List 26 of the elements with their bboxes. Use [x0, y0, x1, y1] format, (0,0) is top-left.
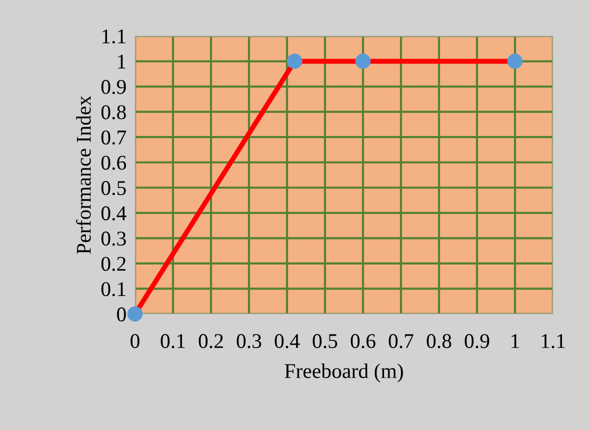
y-tick-label: 0 [117, 307, 126, 322]
x-tick-label: 0.9 [464, 334, 490, 348]
y-tick-label: 0.8 [101, 105, 126, 120]
x-tick-label: 0.2 [198, 334, 223, 348]
x-axis-title: Freeboard (m) [284, 363, 403, 382]
x-tick-label: 0.3 [236, 334, 262, 348]
x-tick-label: 1.1 [542, 334, 565, 348]
x-tick-label: 0.1 [160, 334, 185, 348]
x-tick-label: 0.7 [388, 334, 414, 348]
x-tick-label: 0 [130, 334, 140, 348]
x-tick-label: 0.5 [312, 334, 338, 348]
x-tick-label: 0.4 [274, 334, 300, 348]
y-axis-title: Performance Index [76, 96, 91, 254]
y-tick-label: 0.6 [101, 156, 126, 170]
y-tick-label: 1 [118, 54, 126, 68]
y-tick-label: 0.7 [101, 130, 126, 145]
y-tick-label: 0.3 [101, 232, 126, 246]
x-tick-label: 1 [512, 334, 519, 348]
y-tick-label: 1.1 [102, 29, 126, 44]
y-tick-label: 0.1 [101, 282, 126, 296]
y-tick-label: 0.2 [101, 256, 126, 271]
y-tick-label: 0.5 [101, 181, 126, 196]
y-tick-label: 0.4 [101, 206, 126, 220]
y-tick-label: 0.9 [101, 80, 126, 94]
x-tick-label: 0.6 [350, 334, 376, 348]
x-tick-label: 0.8 [426, 334, 452, 348]
